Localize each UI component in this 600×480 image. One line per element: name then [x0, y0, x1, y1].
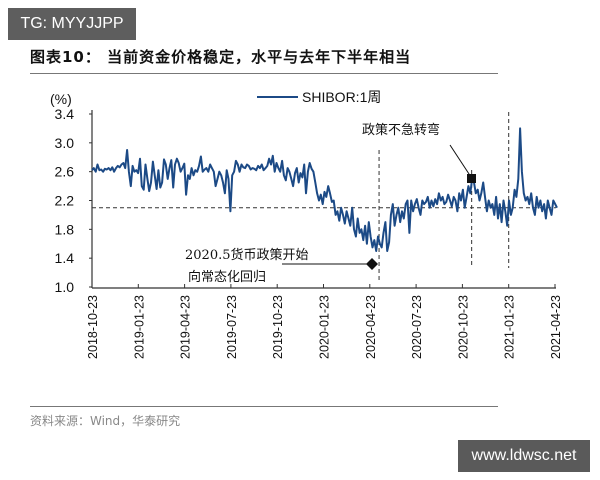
- annotation-policy-start: 2020.5货币政策开始 向常态化回归: [185, 247, 378, 285]
- x-tick-label: 2019-04-23: [179, 295, 193, 359]
- y-tick-label: 1.4: [55, 250, 75, 266]
- x-ticks: 2018-10-23 2019-01-23 2019-04-23 2019-07-23…: [86, 284, 563, 359]
- watermark-top: TG: MYYJJPP: [8, 8, 136, 40]
- y-ticks: 3.4 3.0 2.6 2.2 1.8 1.4 1.0: [55, 106, 92, 295]
- y-tick-label: 2.2: [55, 193, 75, 209]
- title-divider: [30, 73, 498, 74]
- x-tick-label: 2019-01-23: [132, 295, 146, 359]
- annotation-text: 政策不急转弯: [362, 122, 440, 138]
- y-axis-unit: (%): [50, 91, 72, 107]
- annotation-no-sharp-turn: 政策不急转弯: [362, 122, 476, 183]
- x-tick-label: 2020-04-23: [364, 295, 378, 359]
- x-tick-label: 2020-10-23: [456, 295, 470, 359]
- legend-label: SHIBOR:1周: [302, 89, 381, 105]
- x-tick-label: 2020-07-23: [410, 295, 424, 359]
- x-tick-label: 2021-04-23: [549, 295, 563, 359]
- x-tick-label: 2019-07-23: [225, 295, 239, 359]
- annotation-arrow-line: [449, 144, 472, 178]
- annotation-text-line2: 向常态化回归: [188, 269, 266, 285]
- y-tick-label: 3.0: [55, 135, 75, 151]
- x-tick-label: 2020-01-23: [318, 295, 332, 359]
- watermark-bottom: www.ldwsc.net: [458, 440, 590, 472]
- y-tick-label: 1.0: [55, 279, 75, 295]
- source-divider: [30, 406, 498, 407]
- source-note: 资料来源：Wind，华泰研究: [30, 414, 181, 428]
- x-tick-label: 2021-01-23: [503, 295, 517, 359]
- diamond-marker-icon: [366, 258, 378, 270]
- y-tick-label: 1.8: [55, 221, 75, 237]
- x-tick-label: 2019-10-23: [271, 295, 285, 359]
- shibor-1w-line: [91, 127, 558, 252]
- square-marker-icon: [467, 174, 476, 183]
- y-tick-label: 3.4: [55, 106, 75, 122]
- figure-title: 图表10： 当前资金价格稳定，水平与去年下半年相当: [30, 48, 412, 66]
- x-tick-label: 2018-10-23: [86, 295, 100, 359]
- y-tick-label: 2.6: [55, 164, 75, 180]
- annotation-text-line1: 2020.5货币政策开始: [185, 247, 309, 263]
